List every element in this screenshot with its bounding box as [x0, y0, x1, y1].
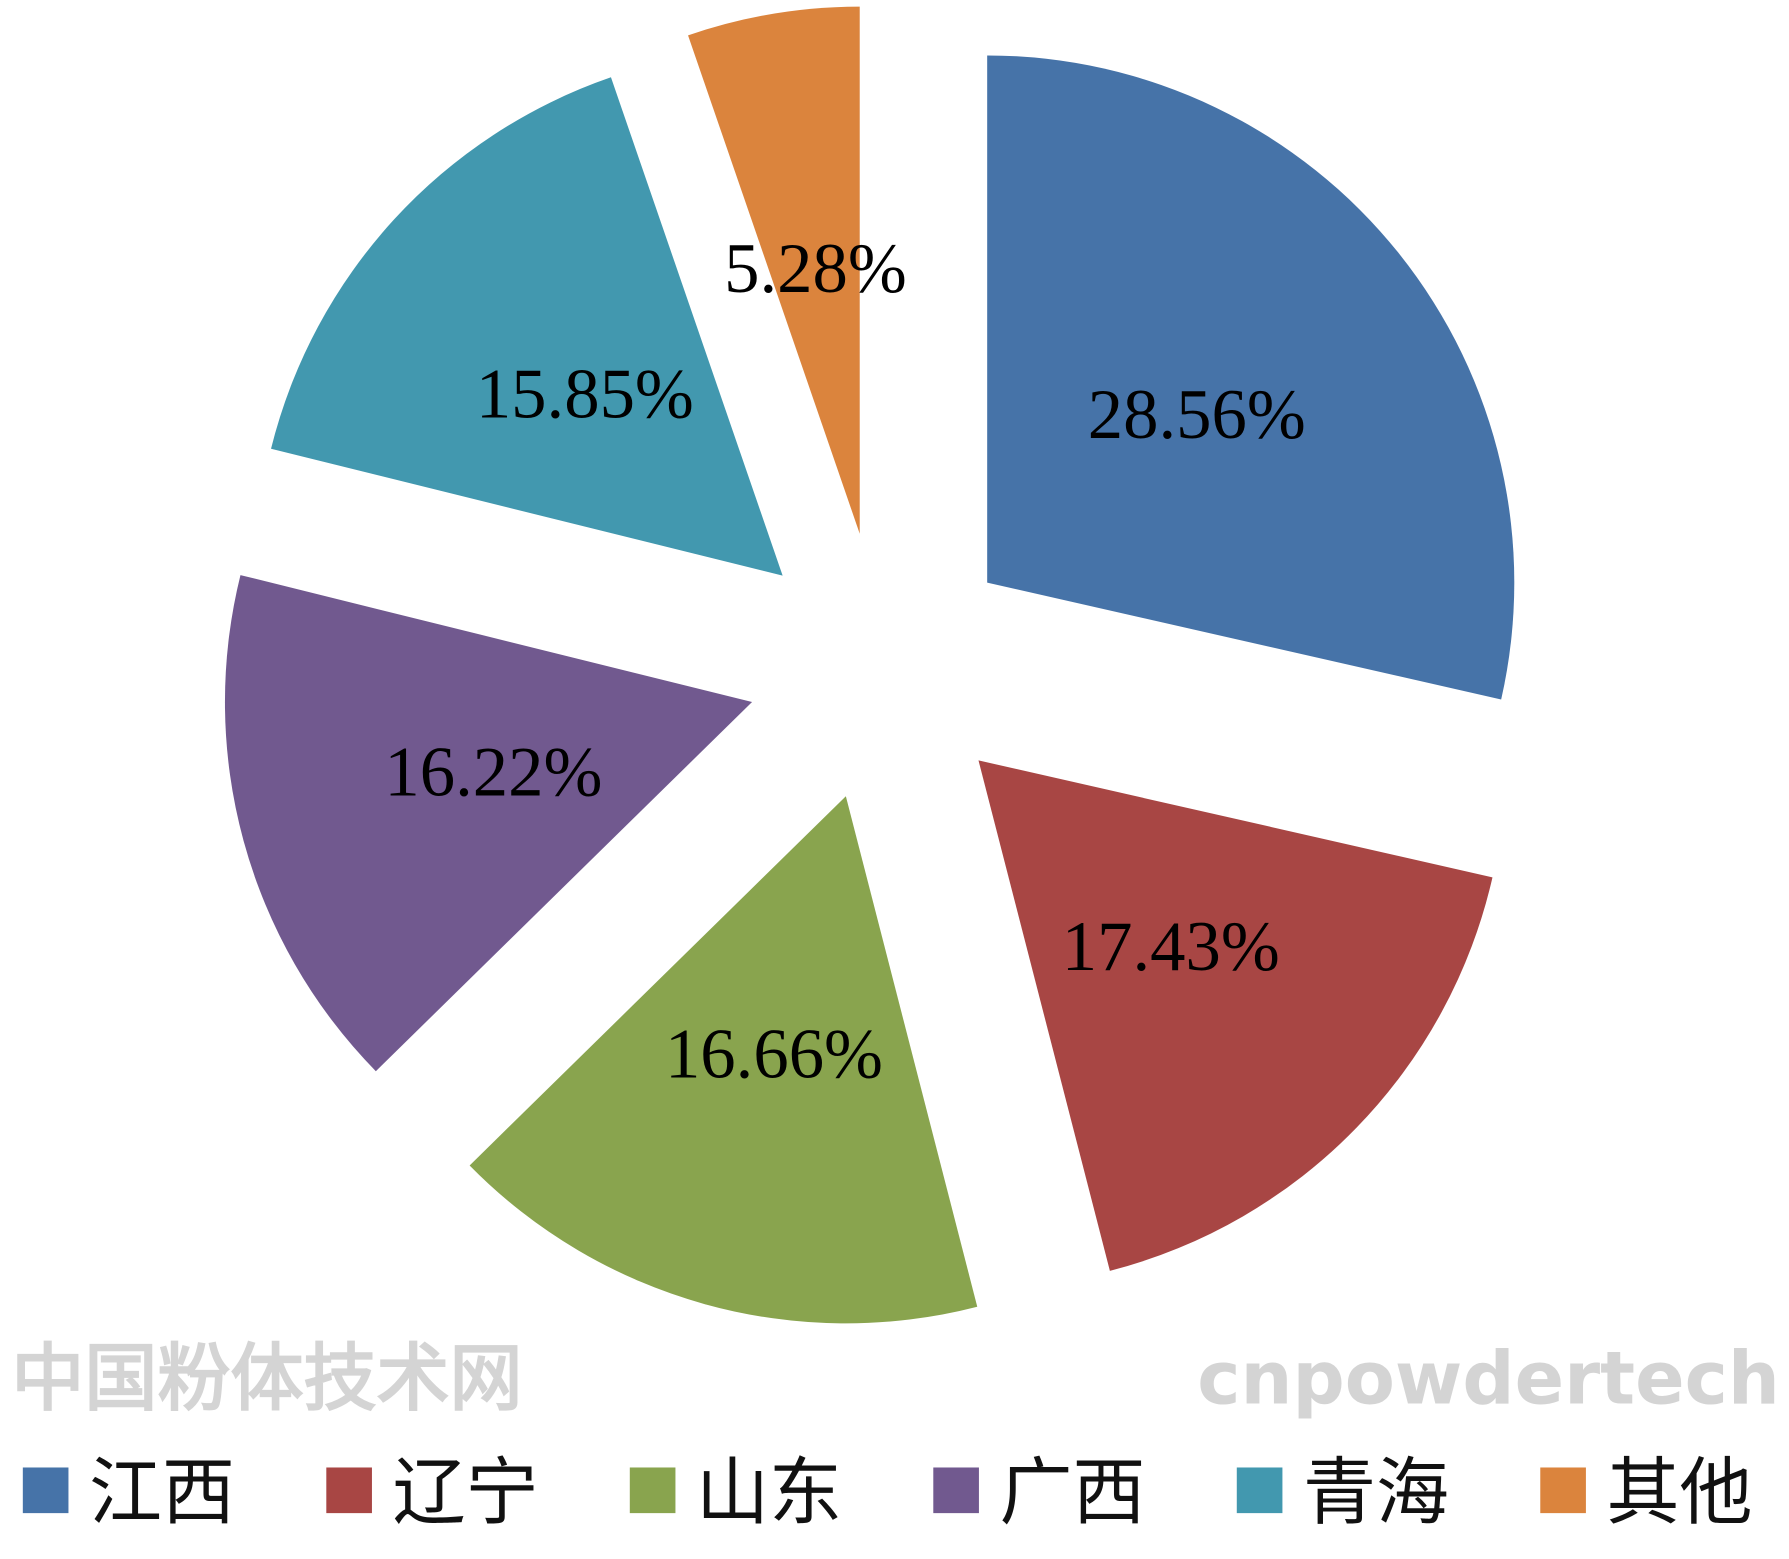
- watermark-text: cnpowdertech: [1197, 1337, 1780, 1422]
- legend: 江西 辽宁 山东 广西 青海 其他: [22, 1451, 1752, 1536]
- legend-label: 其他: [1606, 1451, 1752, 1536]
- pie-slice-4: [224, 575, 753, 1072]
- legend-swatch: [326, 1467, 372, 1514]
- pie-slice-6: [688, 6, 860, 534]
- legend-swatch: [22, 1467, 69, 1514]
- data-label: 15.85%: [476, 355, 694, 433]
- pie-slice-5: [271, 77, 783, 576]
- legend-swatch: [933, 1467, 979, 1514]
- legend-label: 江西: [89, 1451, 235, 1536]
- pie-slice-3: [469, 796, 978, 1324]
- legend-swatch: [629, 1467, 676, 1514]
- legend-label: 青海: [1303, 1451, 1449, 1536]
- legend-label: 山东: [696, 1451, 842, 1536]
- pie-slice-1: [987, 55, 1515, 700]
- data-label: 17.43%: [1062, 908, 1280, 986]
- data-label: 5.28%: [724, 230, 907, 308]
- legend-label: 辽宁: [392, 1451, 538, 1536]
- watermark-text: 中国粉体技术网: [11, 1337, 522, 1422]
- legend-swatch: [1236, 1467, 1283, 1514]
- legend-swatch: [1540, 1467, 1586, 1514]
- legend-label: 广西: [999, 1451, 1145, 1536]
- data-label: 16.66%: [665, 1015, 883, 1093]
- pie-slice-2: [978, 760, 1493, 1271]
- data-label: 28.56%: [1088, 376, 1306, 454]
- data-label: 16.22%: [384, 733, 602, 811]
